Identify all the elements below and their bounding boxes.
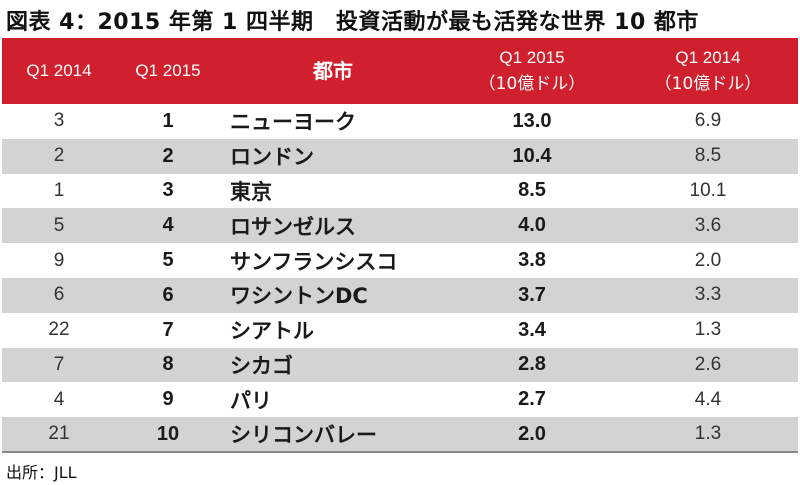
source-note: 出所：JLL (6, 463, 77, 482)
rank-2015-cell: 6 (162, 283, 174, 306)
value-2014-cell: 10.1 (689, 179, 727, 201)
header-q1-2014-value: Q1 2014 （10億ドル） (618, 38, 798, 104)
table-row: 22 7 シアトル 3.4 1.3 (2, 313, 798, 348)
rank-2014-cell: 2 (53, 145, 65, 167)
rank-2014-cell: 1 (53, 179, 65, 201)
rank-2014-cell: 3 (53, 110, 65, 132)
table-row: 1 3 東京 8.5 10.1 (2, 174, 798, 209)
value-2015-cell: 13.0 (512, 109, 552, 132)
rank-2015-cell: 8 (162, 353, 174, 376)
city-cell: ロサンゼルス (230, 214, 356, 239)
rank-2014-cell: 7 (53, 353, 65, 375)
value-2014-cell: 8.5 (694, 145, 722, 167)
header-q1-2015-value-line1: Q1 2015 (499, 48, 565, 67)
header-city: 都市 (313, 59, 353, 83)
rank-2015-cell: 10 (156, 422, 180, 445)
value-2015-cell: 2.7 (518, 388, 546, 411)
city-cell: ロンドン (230, 145, 314, 170)
table-row: 3 1 ニューヨーク 13.0 6.9 (2, 104, 798, 139)
value-2014-cell: 2.0 (694, 249, 722, 271)
value-2015-cell: 3.4 (518, 318, 546, 341)
value-2015-cell: 10.4 (512, 144, 552, 167)
table-row: 21 10 シリコンバレー 2.0 1.3 (2, 417, 798, 452)
table-row: 4 9 パリ 2.7 4.4 (2, 382, 798, 417)
rank-2014-cell: 4 (53, 388, 65, 410)
rank-2015-cell: 4 (162, 214, 174, 237)
value-2015-cell: 4.0 (518, 214, 546, 237)
rank-2015-cell: 2 (162, 144, 174, 167)
value-2014-cell: 3.3 (694, 284, 722, 306)
header-q1-2014-value-line1: Q1 2014 (675, 48, 741, 67)
city-cell: パリ (230, 388, 272, 413)
rank-2014-cell: 5 (53, 214, 65, 236)
value-2015-cell: 2.0 (518, 422, 546, 445)
table-row: 9 5 サンフランシスコ 3.8 2.0 (2, 243, 798, 278)
table-row: 2 2 ロンドン 10.4 8.5 (2, 138, 798, 174)
header-q1-2015-value: Q1 2015 （10億ドル） (446, 38, 618, 104)
value-2014-cell: 2.6 (694, 353, 722, 375)
value-2015-cell: 3.8 (518, 249, 546, 272)
header-q1-2014-value-unit: （10億ドル） (654, 74, 762, 94)
rank-2015-cell: 5 (162, 249, 174, 272)
value-2014-cell: 1.3 (694, 423, 722, 445)
table-row: 5 4 ロサンゼルス 4.0 3.6 (2, 208, 798, 244)
city-cell: 東京 (230, 179, 272, 204)
rank-2015-cell: 9 (162, 388, 174, 411)
rank-2015-cell: 7 (162, 318, 174, 341)
header-q1-2015-value-unit: （10億ドル） (478, 74, 586, 94)
header-q1-2015-rank: Q1 2015 (135, 61, 201, 80)
rank-2014-cell: 21 (48, 423, 70, 445)
table-row: 6 6 ワシントンDC 3.7 3.3 (2, 277, 798, 313)
value-2014-cell: 4.4 (694, 388, 722, 410)
value-2015-cell: 3.7 (518, 283, 546, 306)
rank-2014-cell: 6 (53, 284, 65, 306)
city-cell: ニューヨーク (230, 110, 356, 135)
city-cell: シアトル (230, 319, 314, 344)
city-cell: ワシントンDC (230, 284, 368, 309)
value-2015-cell: 8.5 (518, 179, 546, 202)
value-2015-cell: 2.8 (518, 353, 546, 376)
rank-2015-cell: 3 (162, 179, 174, 202)
investment-table: Q1 2014 Q1 2015 都市 Q1 2015 （10億ドル） Q1 20… (2, 38, 798, 453)
value-2014-cell: 1.3 (694, 319, 722, 341)
city-cell: シリコンバレー (230, 423, 377, 448)
rank-2014-cell: 9 (53, 249, 65, 271)
city-cell: サンフランシスコ (230, 249, 398, 274)
table-header-row: Q1 2014 Q1 2015 都市 Q1 2015 （10億ドル） Q1 20… (2, 38, 798, 104)
rank-2015-cell: 1 (162, 109, 174, 132)
page-title: 図表 4：2015 年第 1 四半期 投資活動が最も活発な世界 10 都市 (6, 10, 699, 35)
table-row: 7 8 シカゴ 2.8 2.6 (2, 347, 798, 383)
value-2014-cell: 6.9 (694, 110, 722, 132)
value-2014-cell: 3.6 (694, 214, 722, 236)
header-q1-2014-rank: Q1 2014 (26, 61, 92, 80)
rank-2014-cell: 22 (48, 319, 70, 341)
city-cell: シカゴ (230, 353, 293, 378)
